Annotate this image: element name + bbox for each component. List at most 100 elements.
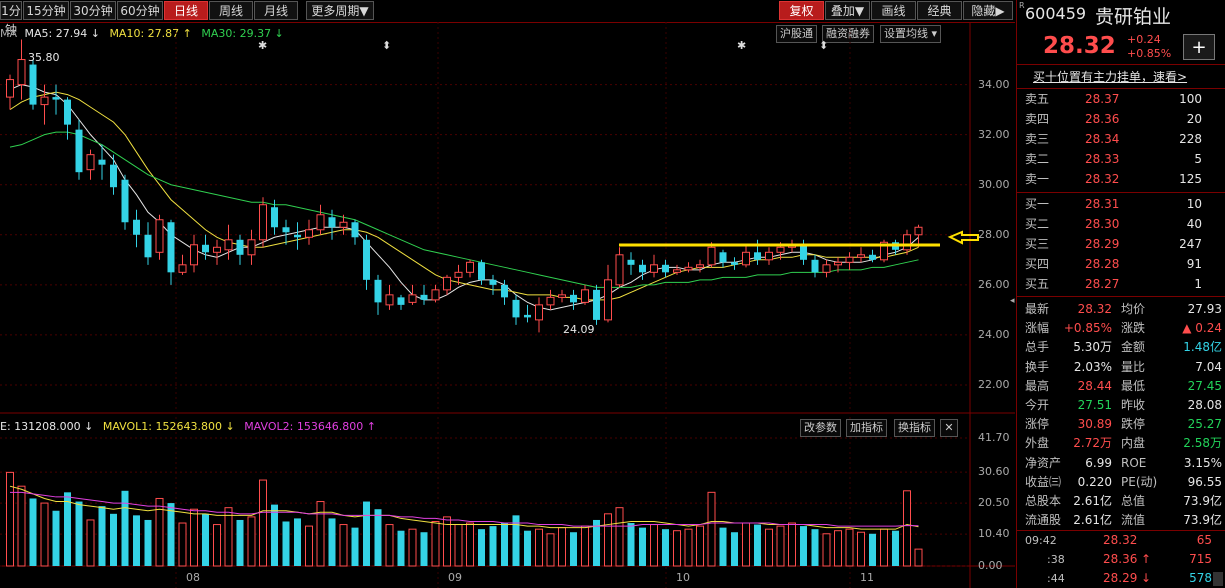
add-watchlist-button[interactable]: + [1183, 34, 1215, 60]
level-label: 买五 [1025, 277, 1050, 291]
panel-toggle-icon[interactable]: ◂ [1010, 296, 1015, 306]
scroll-handle[interactable] [1213, 572, 1223, 586]
stat-value: 3.15% [1183, 455, 1222, 470]
volume-bar [236, 519, 244, 566]
stat-label: 流值 [1121, 513, 1146, 528]
hide-button[interactable]: 隐藏▶ [963, 1, 1013, 20]
time-tick-label: 08 [186, 571, 200, 584]
main-order-ad-link[interactable]: 买十位置有主力挂单，速看> [1033, 70, 1188, 84]
stat-value: +0.85% [1063, 321, 1112, 336]
stat-value: 2.61亿 [1073, 513, 1112, 528]
tick-volume: 715 [1189, 552, 1212, 566]
stat-row: 涨停 30.89 跌停 25.27 [1017, 415, 1225, 434]
price-tick-label: 24.00 [978, 327, 1010, 341]
level-price: 28.27 [1085, 277, 1120, 291]
more-periods-dropdown[interactable]: 更多周期▼ [306, 1, 374, 20]
volume-bar [615, 507, 624, 567]
stat-value: 2.03% [1073, 359, 1112, 374]
edit-params-button[interactable]: 改参数 [800, 419, 841, 437]
event-star-icon[interactable]: ✱ [258, 39, 268, 52]
volume-bar [133, 515, 140, 566]
period-1min-button[interactable]: 1分钟 [0, 1, 22, 37]
sell-level-row[interactable]: 卖五 28.37 100 [1017, 90, 1225, 109]
tick-arrow: ↓ [1141, 571, 1152, 585]
tick-row: 09:42 28.32 65 [1017, 531, 1225, 550]
stat-row: 总手 5.30万 金额 1.48亿 [1017, 338, 1225, 357]
volume-bar [454, 524, 463, 567]
period-60min-button[interactable]: 60分钟 [117, 1, 163, 20]
volume-bar [282, 521, 290, 566]
event-star-icon[interactable]: ✱ [737, 39, 747, 52]
ma10-value: MA10: 27.87 ↑ [109, 27, 192, 40]
stat-row: 流通股 2.61亿 流值 73.9亿 [1017, 511, 1225, 530]
level-volume: 91 [1186, 257, 1202, 271]
buy-level-row[interactable]: 买五 28.27 1 [1017, 275, 1225, 294]
volume-bar [121, 490, 129, 566]
shanghai-connect-button[interactable]: 沪股通 [776, 25, 817, 43]
candle-body [236, 239, 244, 255]
event-diamond-icon[interactable]: ⬍ [382, 39, 392, 52]
add-indicator-button[interactable]: 加指标 [846, 419, 887, 437]
sell-level-row[interactable]: 卖三 28.34 228 [1017, 130, 1225, 149]
candle-body [558, 294, 566, 298]
period-30min-button[interactable]: 30分钟 [70, 1, 116, 20]
candle-body [202, 244, 209, 253]
volume-bar [363, 501, 370, 566]
mavol1-value: MAVOL1: 152643.800 ↓ [102, 420, 235, 433]
period-weekly-button[interactable]: 周线 [209, 1, 253, 20]
ma10-line [9, 91, 919, 301]
sell-level-row[interactable]: 卖一 28.32 125 [1017, 170, 1225, 189]
level-price: 28.32 [1085, 172, 1120, 186]
volume-bar [75, 501, 83, 566]
volume-bar [86, 519, 95, 567]
sell-level-row[interactable]: 卖二 28.33 5 [1017, 150, 1225, 169]
overlay-button[interactable]: 叠加▼ [825, 1, 870, 20]
classic-button[interactable]: 经典 [917, 1, 962, 20]
tick-volume: 65 [1196, 533, 1212, 547]
candle-body [880, 241, 888, 261]
time-tick-label: 09 [448, 571, 462, 584]
price-tick-label: 32.00 [978, 127, 1010, 141]
level-label: 卖三 [1025, 132, 1050, 146]
period-monthly-button[interactable]: 月线 [254, 1, 298, 20]
volume-bar [707, 491, 716, 567]
candle-body [845, 256, 854, 263]
chevron-down-icon: ▼ [359, 4, 369, 18]
switch-indicator-button[interactable]: 换指标 [894, 419, 935, 437]
ma-settings-label: 设置均线 [884, 27, 928, 40]
buy-level-row[interactable]: 买一 28.31 10 [1017, 195, 1225, 214]
price-tick-label: 28.00 [978, 227, 1010, 241]
volume-bar [581, 525, 589, 567]
tick-time: 09:42 [1025, 534, 1057, 547]
sell-level-row[interactable]: 卖四 28.36 20 [1017, 110, 1225, 129]
volume-bar [822, 533, 831, 567]
event-diamond-icon[interactable]: ⬍ [819, 39, 829, 52]
volume-bar [17, 485, 26, 567]
draw-line-button[interactable]: 画线 [871, 1, 916, 20]
candle-body [121, 179, 129, 223]
margin-trading-button[interactable]: 融资融券 [822, 25, 874, 43]
volume-bar [501, 523, 508, 566]
candle-body [696, 264, 704, 268]
buy-level-row[interactable]: 买三 28.29 247 [1017, 235, 1225, 254]
volume-bar [374, 509, 382, 566]
volume-bar [593, 519, 600, 566]
fuquan-button[interactable]: 复权 [779, 1, 824, 20]
buy-level-row[interactable]: 买四 28.28 91 [1017, 255, 1225, 274]
kline-chart[interactable] [0, 22, 1015, 588]
volume-bar [167, 503, 175, 566]
candle-body [431, 289, 440, 301]
close-icon[interactable]: ✕ [940, 419, 958, 437]
period-15min-button[interactable]: 15分钟 [23, 1, 69, 20]
candle-body [75, 129, 83, 173]
volume-bar [673, 530, 681, 567]
period-daily-button[interactable]: 日线 [164, 1, 208, 20]
level-label: 买四 [1025, 257, 1050, 271]
stat-label: 涨幅 [1025, 321, 1050, 336]
buy-level-row[interactable]: 买二 28.30 40 [1017, 215, 1225, 234]
level-price: 28.29 [1085, 237, 1120, 251]
stat-value: 28.44 [1077, 378, 1112, 393]
volume-legend: E: 131208.000 ↓ MAVOL1: 152643.800 ↓ MAV… [0, 420, 376, 433]
ma-settings-button[interactable]: 设置均线 ▾ [880, 25, 942, 43]
stat-value: ▲ 0.24 [1182, 321, 1222, 336]
